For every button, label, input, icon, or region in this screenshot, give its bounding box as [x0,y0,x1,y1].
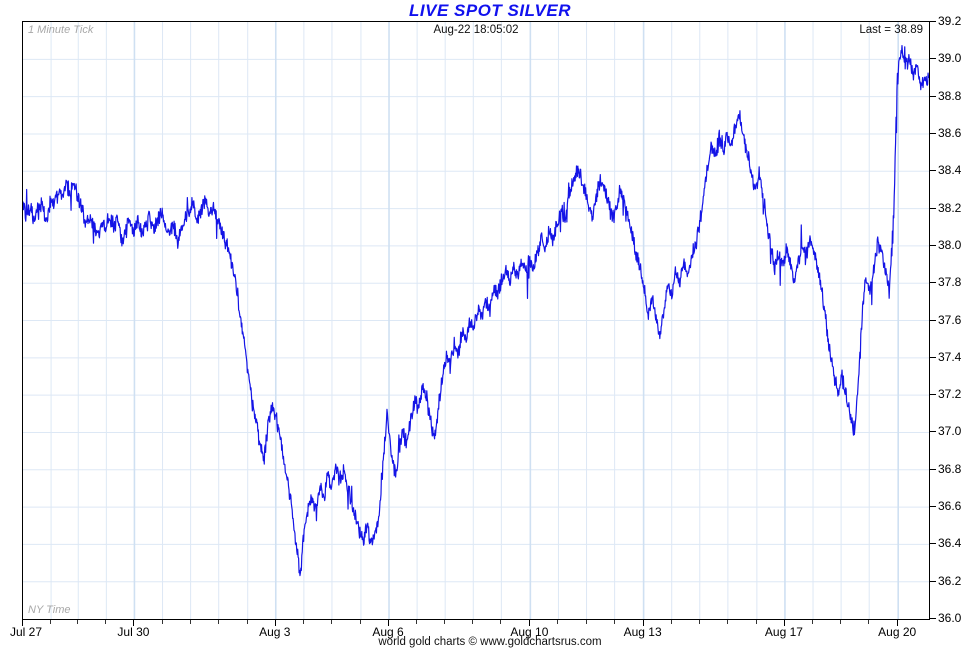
x-axis-minor-tick-mark [77,620,79,624]
x-axis-tick-mark [783,620,785,626]
x-axis-minor-tick-mark [359,620,361,624]
y-axis-tick-mark [930,244,936,246]
x-axis-minor-tick-mark [557,620,559,624]
y-axis-tick-mark [930,319,936,321]
x-axis-minor-tick-mark [585,620,587,624]
y-axis-tick-mark [930,356,936,358]
y-axis-tick-label: 36.0 [938,611,962,625]
x-axis-minor-tick-mark [670,620,672,624]
x-axis-minor-tick-mark [217,620,219,624]
y-axis-tick-label: 38.2 [938,200,962,215]
y-axis-tick-label: 36.2 [938,573,962,588]
x-axis-tick-label: Aug 20 [878,625,917,639]
y-axis-tick-mark [930,21,936,22]
y-axis-tick-label: 36.4 [938,536,962,551]
x-axis-minor-tick-mark [840,620,842,624]
tick-interval-note: 1 Minute Tick [28,24,94,36]
x-axis-minor-tick-mark [472,620,474,624]
x-axis-tick-label: Aug 13 [623,625,662,639]
x-axis-tick-label: Aug 6 [372,625,404,639]
y-axis-tick-label: 36.6 [938,499,962,514]
y-axis-tick-mark [930,170,936,172]
y-axis-tick-label: 37.8 [938,275,962,290]
x-axis-tick-mark [897,620,899,626]
y-axis-tick-mark [930,431,936,433]
y-axis-tick-label: 36.8 [938,461,962,476]
x-axis-minor-tick-mark [416,620,418,624]
y-axis-tick-label: 39.2 [938,14,962,28]
datetime-stamp: Aug-22 18:05:02 [433,24,519,36]
price-series-line [23,44,929,577]
y-axis-tick-mark [930,618,936,619]
x-axis-minor-tick-mark [812,620,814,624]
x-axis-tick-mark [642,620,644,626]
y-axis-tick-mark [930,58,936,60]
y-axis-tick-mark [930,282,936,284]
chart-title: LIVE SPOT SILVER [409,1,571,20]
x-axis-minor-tick-mark [105,620,107,624]
x-axis-tick-mark [529,620,531,626]
y-axis-tick-mark [930,132,936,134]
y-axis-tick-mark [930,506,936,508]
x-axis-minor-tick-mark [302,620,304,624]
x-axis-minor-tick-mark [868,620,870,624]
y-axis-tick-label: 38.0 [938,237,962,252]
y-axis-tick-mark [930,543,936,545]
x-axis-minor-tick-mark [444,620,446,624]
y-axis-tick-label: 37.2 [938,387,962,402]
x-axis-tick-label: Aug 3 [259,625,291,639]
y-axis-tick-label: 37.0 [938,424,962,439]
y-axis-tick-label: 37.6 [938,312,962,327]
x-axis-minor-tick-mark [613,620,615,624]
x-axis-minor-tick-mark [189,620,191,624]
x-axis-minor-tick-mark [698,620,700,624]
timezone-note: NY Time [28,604,71,616]
x-axis-tick-mark [274,620,276,626]
x-axis-tick-label: Aug 17 [764,625,803,639]
footer-credit: world gold charts © www.goldchartsrus.co… [378,636,602,648]
x-axis-minor-tick-mark [330,620,332,624]
y-axis-tick-mark [930,207,936,209]
y-axis-tick-label: 38.4 [938,163,962,178]
y-axis-tick-mark [930,95,936,97]
x-axis-tick-label: Aug 10 [510,625,549,639]
x-axis-tick-mark [133,620,135,626]
x-axis-minor-tick-mark [500,620,502,624]
y-axis-tick-mark [930,394,936,396]
y-axis-tick-mark [930,468,936,470]
x-axis-minor-tick-mark [755,620,757,624]
last-price-label: Last = 38.89 [859,24,923,36]
gridlines [23,22,929,619]
x-axis-tick-mark [388,620,390,626]
x-axis-tick-label: Jul 30 [117,625,150,639]
x-axis-tick-mark [22,620,23,626]
x-axis-tick-label: Jul 27 [10,625,43,639]
x-axis-minor-tick-mark [161,620,163,624]
y-axis-tick-label: 38.6 [938,125,962,140]
y-axis-tick-label: 37.4 [938,349,962,364]
x-axis-minor-tick-mark [726,620,728,624]
plot-area: 1 Minute Tick NY Time Aug-22 18:05:02 La… [22,21,930,620]
y-axis-tick-label: 38.8 [938,88,962,103]
x-axis-minor-tick-mark [246,620,248,624]
x-axis-minor-tick-mark [50,620,52,624]
y-axis-tick-mark [930,580,936,582]
y-axis-tick-label: 39.0 [938,51,962,66]
